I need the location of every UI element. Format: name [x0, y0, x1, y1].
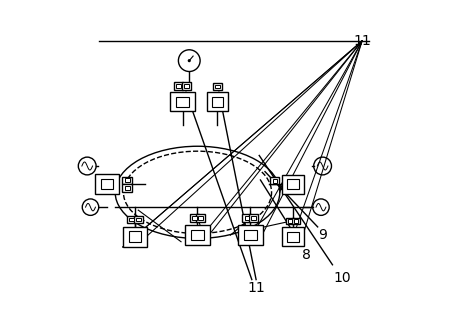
Text: 10: 10: [334, 271, 351, 285]
Bar: [190, 214, 199, 222]
Bar: [270, 177, 280, 185]
Bar: [213, 83, 222, 90]
Bar: [242, 214, 252, 222]
Bar: [207, 92, 228, 111]
Bar: [122, 185, 132, 192]
Bar: [191, 230, 204, 240]
Text: 8: 8: [301, 248, 310, 262]
Bar: [184, 84, 189, 88]
Bar: [294, 219, 298, 223]
Bar: [245, 216, 249, 220]
Bar: [285, 218, 294, 224]
Bar: [123, 226, 147, 247]
Text: 11: 11: [248, 281, 265, 295]
Bar: [199, 216, 203, 220]
Bar: [292, 218, 301, 224]
Bar: [174, 82, 183, 90]
Bar: [128, 231, 141, 242]
Bar: [212, 97, 223, 107]
Bar: [122, 177, 132, 184]
Bar: [185, 225, 210, 245]
Bar: [244, 230, 256, 240]
Bar: [125, 186, 130, 190]
Bar: [182, 82, 191, 90]
Text: 9: 9: [318, 228, 327, 242]
Bar: [136, 218, 140, 221]
Bar: [176, 84, 181, 88]
Bar: [170, 92, 195, 111]
Bar: [176, 97, 189, 107]
Bar: [287, 232, 299, 242]
Bar: [288, 219, 292, 223]
Bar: [283, 175, 304, 194]
Bar: [238, 225, 263, 245]
Bar: [134, 216, 143, 223]
Bar: [129, 218, 134, 221]
Circle shape: [188, 60, 190, 61]
Bar: [101, 179, 113, 190]
Bar: [287, 179, 299, 189]
Bar: [251, 216, 256, 220]
Bar: [127, 216, 136, 223]
Bar: [192, 216, 197, 220]
Bar: [283, 227, 304, 246]
Bar: [249, 214, 258, 222]
Bar: [125, 178, 130, 182]
Bar: [95, 174, 119, 194]
Bar: [215, 85, 219, 88]
Bar: [273, 179, 277, 183]
Bar: [196, 214, 205, 222]
Text: 11: 11: [353, 34, 371, 48]
